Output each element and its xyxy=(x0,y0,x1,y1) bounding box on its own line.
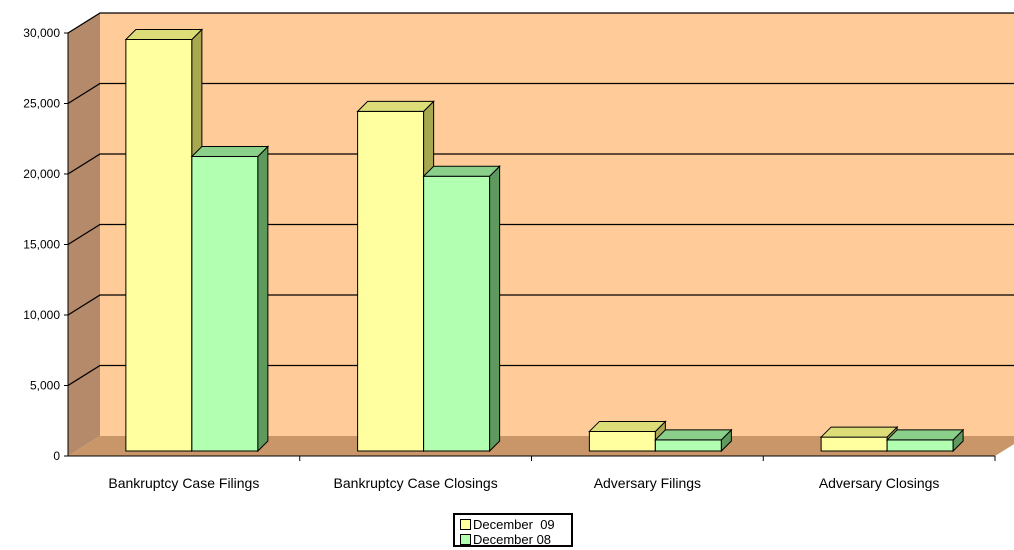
gridline xyxy=(67,223,1014,246)
x-category-label: Adversary Filings xyxy=(594,475,701,491)
x-axis-category-labels: Bankruptcy Case Filings Bankruptcy Case C… xyxy=(108,456,996,491)
bar-adversary-filings-1 xyxy=(654,428,733,453)
x-category-label: Adversary Closings xyxy=(819,475,940,491)
bar-front xyxy=(125,38,193,452)
legend-item-december-09: December 09 xyxy=(460,517,571,532)
bar-bankruptcy-case-closings-0 xyxy=(356,100,435,453)
x-category-label: Bankruptcy Case Closings xyxy=(334,475,498,491)
bar-top xyxy=(654,429,733,441)
y-tick-label: 25,000 xyxy=(23,97,60,111)
floor xyxy=(68,436,1014,456)
gridlines xyxy=(67,12,1014,387)
bar-top xyxy=(819,426,899,438)
bar-front xyxy=(886,439,954,452)
bar-front xyxy=(820,436,888,452)
y-tick-label: 15,000 xyxy=(23,238,60,252)
legend-label-december-08: December 08 xyxy=(473,531,552,547)
gridline xyxy=(67,12,1014,34)
bar-adversary-closings-1 xyxy=(885,428,965,453)
bar-front xyxy=(654,439,722,452)
y-tick-label: 5,000 xyxy=(30,379,60,393)
bar-top xyxy=(124,28,204,40)
bar-bankruptcy-case-filings-0 xyxy=(124,28,204,453)
bar-side xyxy=(489,165,501,453)
bar-top xyxy=(422,165,501,177)
bar-bankruptcy-case-filings-1 xyxy=(190,145,270,453)
y-tick-label: 30,000 xyxy=(23,26,60,40)
y-axis-tick-labels: 0 5,000 10,000 15,000 20,000 25,000 30,000 xyxy=(23,26,68,463)
legend-label-december-09: December 09 xyxy=(473,516,555,532)
bar-side xyxy=(257,145,269,453)
y-tick-label: 10,000 xyxy=(23,308,60,322)
gridline xyxy=(67,153,1014,175)
bar-front xyxy=(588,430,656,452)
y-tick-label: 0 xyxy=(53,449,60,463)
bar-front xyxy=(423,175,491,452)
bar-front xyxy=(357,110,425,452)
bar-top xyxy=(190,145,270,157)
legend-item-december-08: December 08 xyxy=(460,532,571,547)
bar-bankruptcy-case-closings-1 xyxy=(422,165,501,453)
gridline xyxy=(67,294,1014,316)
gridline xyxy=(67,82,1014,105)
bar-adversary-closings-0 xyxy=(819,425,899,453)
gridline xyxy=(67,364,1014,387)
x-category-label: Bankruptcy Case Filings xyxy=(108,475,259,491)
bars xyxy=(124,28,965,453)
bar-top xyxy=(356,100,435,112)
legend: December 09 December 08 xyxy=(453,513,573,547)
y-tick-label: 20,000 xyxy=(23,167,60,181)
legend-swatch-december-08 xyxy=(460,534,471,545)
bar-top xyxy=(588,420,667,432)
bar-top xyxy=(885,429,965,441)
legend-swatch-december-09 xyxy=(460,519,471,530)
bar-adversary-filings-0 xyxy=(588,420,667,453)
bar-front xyxy=(191,155,259,452)
